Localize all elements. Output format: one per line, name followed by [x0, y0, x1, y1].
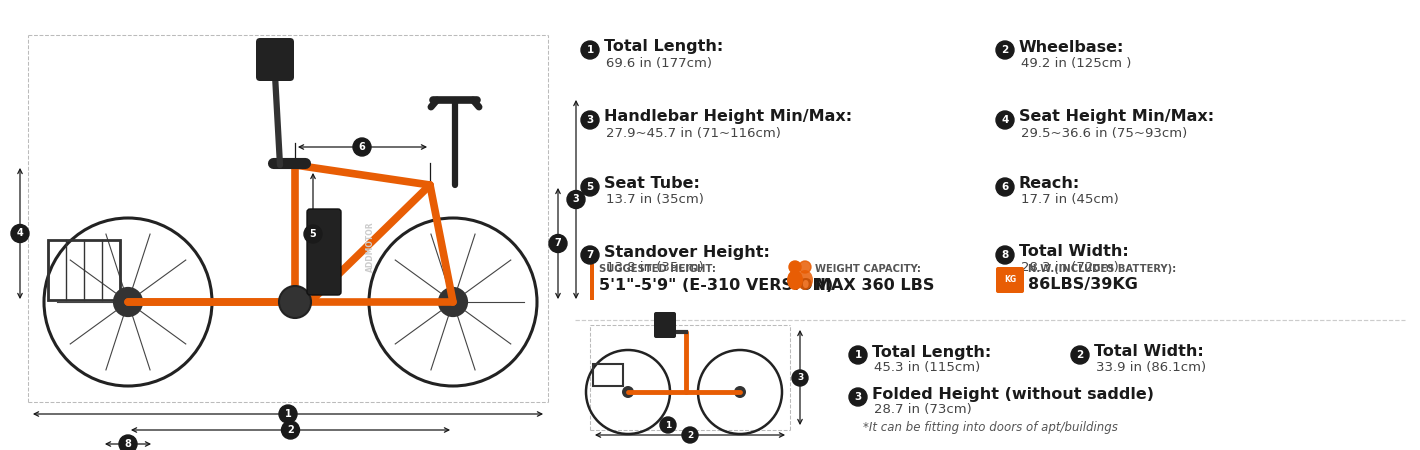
Text: MAX 360 LBS: MAX 360 LBS: [815, 278, 934, 292]
Text: 2: 2: [1001, 45, 1008, 55]
Text: 13.8 in (35cm): 13.8 in (35cm): [606, 261, 704, 274]
Circle shape: [550, 234, 567, 252]
Text: 1: 1: [284, 409, 291, 419]
Text: 17.7 in (45cm): 17.7 in (45cm): [1021, 194, 1119, 207]
Text: 3: 3: [572, 194, 579, 204]
Circle shape: [581, 178, 599, 196]
Circle shape: [995, 246, 1014, 264]
Circle shape: [849, 346, 868, 364]
Text: Reach:: Reach:: [1020, 176, 1081, 192]
Text: 69.6 in (177cm): 69.6 in (177cm): [606, 57, 711, 69]
Circle shape: [792, 370, 808, 386]
Circle shape: [278, 405, 297, 423]
Circle shape: [581, 246, 599, 264]
Text: Folded Height (without saddle): Folded Height (without saddle): [872, 387, 1154, 401]
Circle shape: [790, 261, 801, 273]
Text: Standover Height:: Standover Height:: [604, 244, 770, 260]
Text: 27.9~45.7 in (71~116cm): 27.9~45.7 in (71~116cm): [606, 126, 781, 140]
Circle shape: [304, 225, 322, 243]
Text: ADDMOTOR: ADDMOTOR: [365, 222, 375, 272]
Text: Total Width:: Total Width:: [1020, 244, 1129, 260]
Ellipse shape: [787, 270, 802, 290]
Text: Total Width:: Total Width:: [1093, 345, 1204, 360]
Text: 8: 8: [125, 439, 132, 449]
Text: WEIGHT CAPACITY:: WEIGHT CAPACITY:: [815, 264, 922, 274]
Text: 3: 3: [586, 115, 594, 125]
Circle shape: [278, 286, 311, 318]
Circle shape: [581, 41, 599, 59]
Circle shape: [660, 417, 676, 433]
Text: 7: 7: [586, 250, 594, 260]
Text: KG: KG: [1004, 274, 1017, 284]
Text: 4: 4: [1001, 115, 1008, 125]
Text: 2: 2: [687, 431, 693, 440]
Text: *It can be fitting into doors of apt/buildings: *It can be fitting into doors of apt/bui…: [863, 422, 1118, 435]
Circle shape: [682, 427, 699, 443]
Text: 7: 7: [555, 238, 561, 248]
Circle shape: [1071, 346, 1089, 364]
Circle shape: [119, 435, 136, 450]
Text: 28.3 in (72cm): 28.3 in (72cm): [1021, 261, 1119, 274]
Circle shape: [799, 261, 811, 273]
Circle shape: [112, 287, 143, 317]
Text: 3: 3: [855, 392, 862, 402]
Circle shape: [11, 225, 28, 243]
Text: 8: 8: [1001, 250, 1008, 260]
Circle shape: [849, 388, 868, 406]
Circle shape: [567, 190, 585, 208]
FancyBboxPatch shape: [655, 312, 676, 338]
Circle shape: [281, 421, 300, 439]
Text: Total Length:: Total Length:: [872, 345, 991, 360]
Text: 49.2 in (125cm ): 49.2 in (125cm ): [1021, 57, 1132, 69]
Text: Handlebar Height Min/Max:: Handlebar Height Min/Max:: [604, 109, 852, 125]
Text: 13.7 in (35cm): 13.7 in (35cm): [606, 194, 704, 207]
Circle shape: [581, 111, 599, 129]
Text: 28.7 in (73cm): 28.7 in (73cm): [873, 404, 971, 417]
FancyBboxPatch shape: [995, 267, 1024, 293]
Text: 2: 2: [1076, 350, 1083, 360]
Text: Seat Height Min/Max:: Seat Height Min/Max:: [1020, 109, 1214, 125]
Text: Wheelbase:: Wheelbase:: [1020, 40, 1125, 54]
Circle shape: [354, 138, 371, 156]
Text: 45.3 in (115cm): 45.3 in (115cm): [873, 361, 980, 374]
Text: 6: 6: [359, 142, 365, 152]
Text: Seat Tube:: Seat Tube:: [604, 176, 700, 192]
Text: 33.9 in (86.1cm): 33.9 in (86.1cm): [1096, 361, 1206, 374]
Circle shape: [622, 386, 633, 398]
Text: 1: 1: [665, 420, 672, 429]
Circle shape: [995, 178, 1014, 196]
Text: 5: 5: [310, 229, 317, 239]
Text: 1: 1: [586, 45, 594, 55]
Text: 4: 4: [17, 229, 23, 238]
Text: 2: 2: [287, 425, 294, 435]
Circle shape: [437, 287, 469, 317]
Text: 5: 5: [586, 182, 594, 192]
Ellipse shape: [797, 270, 814, 290]
Text: 3: 3: [797, 374, 804, 382]
Text: 29.5~36.6 in (75~93cm): 29.5~36.6 in (75~93cm): [1021, 126, 1187, 140]
Circle shape: [734, 386, 746, 398]
Text: 1: 1: [855, 350, 862, 360]
Text: Total Length:: Total Length:: [604, 40, 723, 54]
FancyBboxPatch shape: [307, 209, 341, 295]
Circle shape: [995, 111, 1014, 129]
Circle shape: [995, 41, 1014, 59]
Text: 5'1"-5'9" (E-310 VERSION): 5'1"-5'9" (E-310 VERSION): [599, 278, 834, 292]
Text: N.W.(INCLUDES BATTERY):: N.W.(INCLUDES BATTERY):: [1028, 264, 1176, 274]
Text: 6: 6: [1001, 182, 1008, 192]
FancyBboxPatch shape: [256, 38, 294, 81]
Bar: [589, 264, 594, 300]
Text: 86LBS/39KG: 86LBS/39KG: [1028, 278, 1137, 292]
Text: SUGGESTED HEIGHT:: SUGGESTED HEIGHT:: [599, 264, 716, 274]
